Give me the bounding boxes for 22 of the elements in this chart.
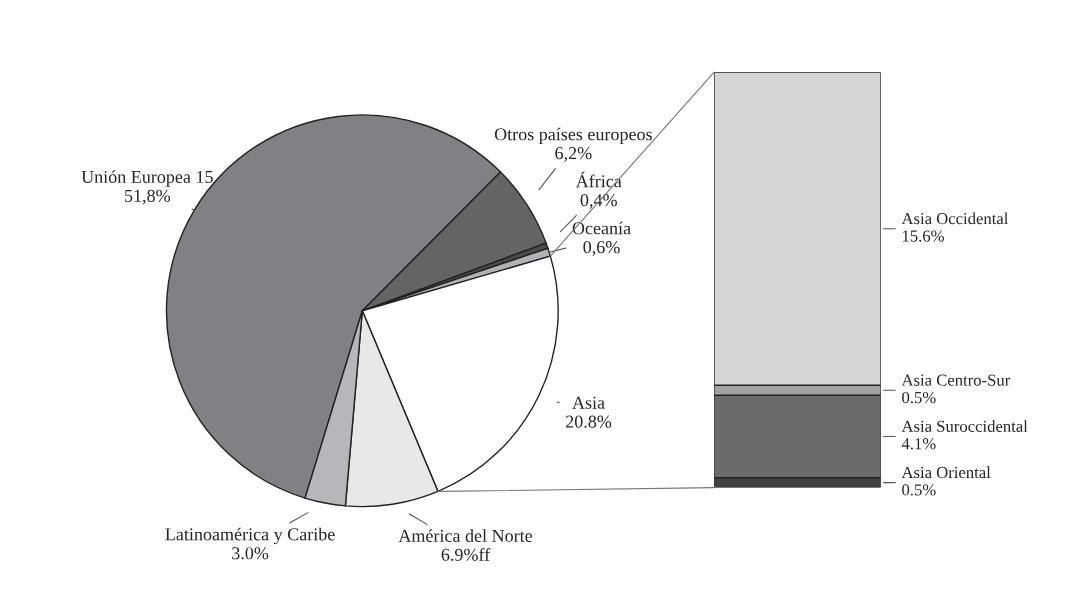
- data-label: 0,4%: [580, 194, 617, 209]
- data-label: 0,6%: [583, 241, 620, 256]
- data-label: 15.6%: [902, 230, 944, 242]
- data-label: 4.1%: [901, 438, 936, 450]
- series-label: Asia Suroccidental: [901, 420, 1028, 432]
- series-label: Asia Centro-Sur: [901, 374, 1011, 386]
- slice-label: África: [575, 171, 622, 188]
- slice-label: Latinoamérica y Caribe: [165, 527, 335, 545]
- data-label: 6.9%ff: [441, 547, 491, 561]
- slice-label: Otros países europeos: [494, 127, 652, 145]
- series-label: Asia Oriental: [901, 466, 991, 479]
- data-label: 20.8%: [566, 415, 612, 428]
- slice-label: América del Norte: [398, 529, 533, 542]
- data-label: 0.5%: [902, 391, 936, 404]
- data-label: 6,2%: [555, 147, 592, 162]
- slice-label: Unión Europea 15: [81, 170, 213, 187]
- slice-label: Oceanía: [572, 221, 631, 235]
- slice-label: Asia: [572, 396, 605, 409]
- data-label: 3.0%: [232, 547, 269, 560]
- data-label: 0.5%: [902, 484, 936, 496]
- series-label: Asia Occidental: [901, 212, 1009, 225]
- data-label: 51,8%: [125, 189, 171, 205]
